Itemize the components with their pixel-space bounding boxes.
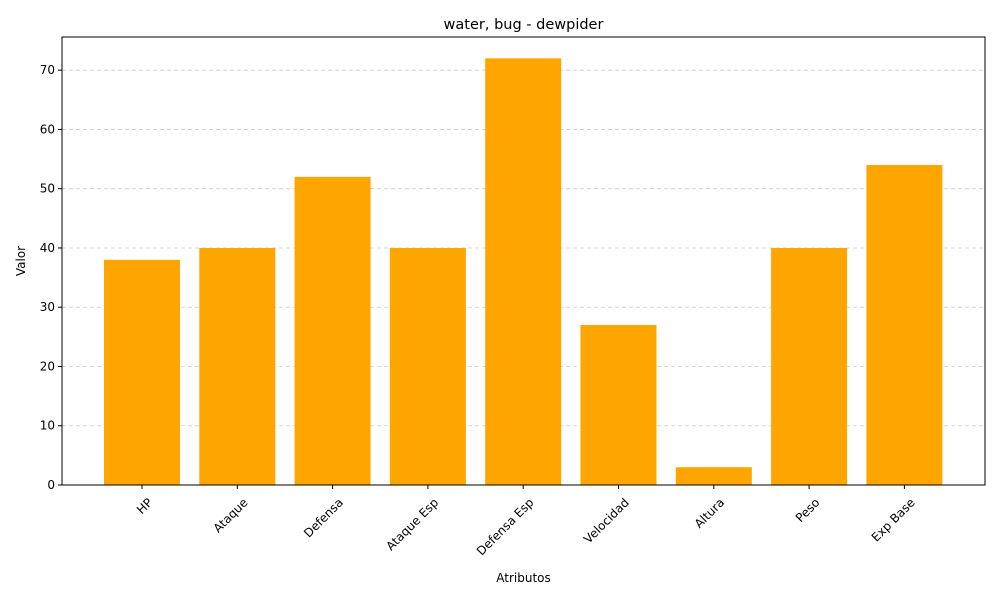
bar bbox=[866, 165, 943, 485]
x-axis-label: Atributos bbox=[496, 571, 551, 585]
y-tick-label: 70 bbox=[40, 63, 55, 77]
y-tick-label: 50 bbox=[40, 182, 55, 196]
bar bbox=[675, 467, 752, 485]
bar bbox=[771, 247, 848, 485]
y-tick-label: 60 bbox=[40, 122, 55, 136]
y-axis-ticks: 0 10 20 30 40 50 60 70 bbox=[40, 63, 62, 492]
bar bbox=[104, 259, 180, 485]
y-tick-label: 20 bbox=[40, 359, 55, 373]
y-tick-label: 0 bbox=[47, 478, 55, 492]
y-tick-label: 10 bbox=[40, 419, 55, 433]
y-tick-label: 30 bbox=[40, 300, 55, 314]
bar bbox=[199, 247, 276, 485]
bar bbox=[294, 176, 371, 485]
bar bbox=[389, 247, 466, 485]
y-axis-label: Valor bbox=[14, 246, 28, 276]
chart-title: water, bug - dewpider bbox=[444, 17, 604, 33]
bar bbox=[485, 58, 562, 485]
bars bbox=[104, 58, 943, 485]
bar bbox=[580, 325, 657, 485]
y-tick-label: 40 bbox=[40, 241, 55, 255]
